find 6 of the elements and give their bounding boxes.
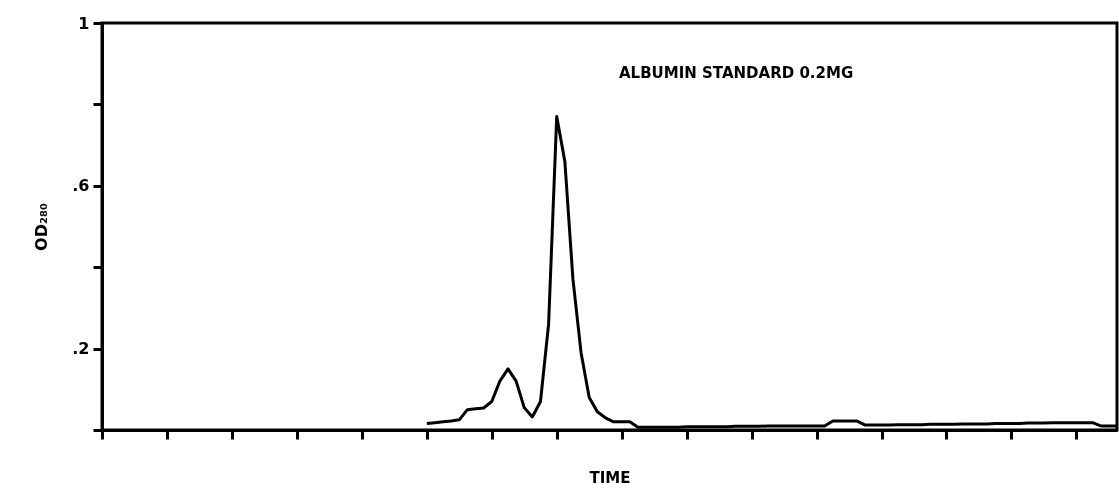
y-tick-label: 1	[78, 13, 90, 33]
y-tick-label: .2	[72, 339, 90, 359]
annotation: ALBUMIN STANDARD 0.2MG	[619, 64, 854, 82]
y-axis-title: OD₂₈₀	[32, 203, 52, 251]
x-axis-title: TIME	[589, 469, 631, 487]
y-tick-label: .6	[72, 176, 90, 196]
